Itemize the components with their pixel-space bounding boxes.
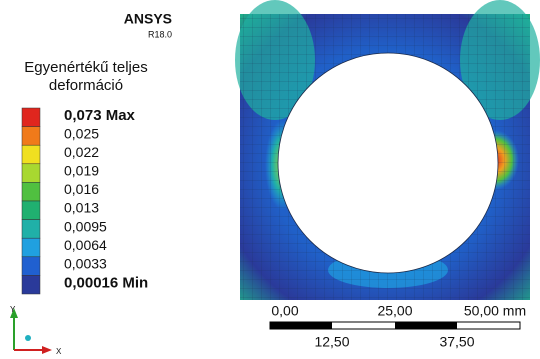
- scale-label: 12,50: [314, 334, 349, 350]
- viewport: ANSYS R18.0 Egyenértékű teljes deformáci…: [0, 0, 540, 359]
- legend-swatch: [22, 220, 40, 239]
- brand: ANSYS: [124, 11, 172, 27]
- model: [235, 0, 540, 300]
- triad: [10, 308, 52, 354]
- legend-swatch: [22, 127, 40, 146]
- legend-label: 0,0064: [64, 237, 107, 253]
- legend-swatch: [22, 164, 40, 183]
- scale-bar: [270, 322, 520, 329]
- triad-label: X: [56, 347, 62, 356]
- scale-label: 37,50: [439, 334, 474, 350]
- legend-swatch: [22, 182, 40, 201]
- legend-swatch: [22, 201, 40, 220]
- legend-title: deformáció: [49, 77, 123, 94]
- legend-title: Egyenértékű teljes: [24, 59, 147, 76]
- legend-label: 0,019: [64, 163, 99, 179]
- page: ANSYS R18.0 Egyenértékű teljes deformáci…: [0, 0, 540, 359]
- legend-label: 0,0033: [64, 256, 107, 272]
- legend-swatch: [22, 238, 40, 257]
- legend-swatch: [22, 145, 40, 164]
- version: R18.0: [148, 29, 172, 39]
- legend-label: 0,016: [64, 181, 99, 197]
- legend-label: 0,0095: [64, 218, 107, 234]
- legend-swatch: [22, 275, 40, 294]
- legend-label: 0,022: [64, 144, 99, 160]
- legend-swatch: [22, 108, 40, 127]
- legend-label: 0,073 Max: [64, 107, 136, 124]
- triad-label: Y: [10, 305, 16, 314]
- scale-label: 0,00: [271, 303, 298, 319]
- scale-label: 25,00: [377, 303, 412, 319]
- legend-label: 0,00016 Min: [64, 274, 148, 291]
- scale-label: 50,00 mm: [464, 303, 526, 319]
- legend-label: 0,025: [64, 125, 99, 141]
- legend-label: 0,013: [64, 200, 99, 216]
- legend-swatch: [22, 257, 40, 276]
